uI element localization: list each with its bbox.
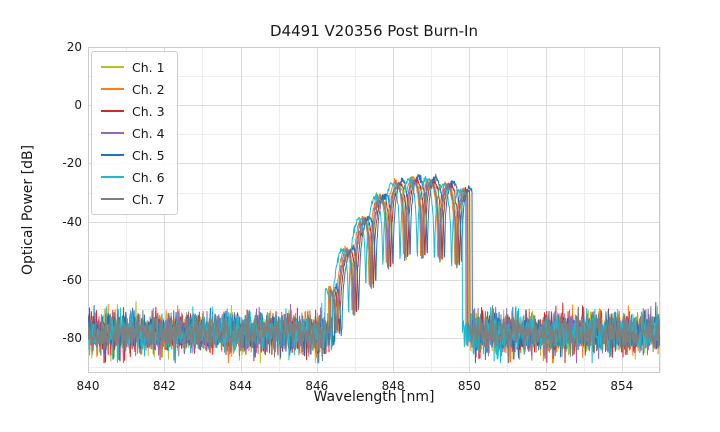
x-tick-label: 842: [152, 379, 176, 393]
legend-item-label: Ch. 6: [132, 169, 165, 185]
legend: Ch. 1 Ch. 2 Ch. 3 Ch. 4 Ch. 5 Ch. 6 Ch. 7: [91, 51, 178, 215]
legend-line-swatch: [101, 154, 124, 156]
legend-line-swatch: [101, 110, 124, 112]
x-tick-label: 846: [305, 379, 329, 393]
x-tick-label: 854: [610, 379, 634, 393]
legend-item-label: Ch. 2: [132, 81, 165, 97]
legend-line-swatch: [101, 88, 124, 90]
legend-item: Ch. 2: [101, 80, 165, 98]
legend-line-swatch: [101, 198, 124, 200]
legend-item-label: Ch. 1: [132, 59, 165, 75]
y-tick-label: 0: [74, 98, 82, 113]
legend-line-swatch: [101, 66, 124, 68]
y-axis-label: Optical Power [dB]: [20, 144, 36, 276]
legend-item: Ch. 1: [101, 58, 165, 76]
legend-item-label: Ch. 7: [132, 191, 165, 207]
x-tick-label: 852: [534, 379, 558, 393]
legend-item-label: Ch. 5: [132, 147, 165, 163]
legend-line-swatch: [101, 176, 124, 178]
legend-item: Ch. 3: [101, 102, 165, 120]
y-tick-label: -20: [62, 156, 82, 171]
x-tick-label: 840: [76, 379, 100, 393]
legend-item-label: Ch. 3: [132, 103, 165, 119]
y-tick-label: -80: [62, 331, 82, 346]
y-tick-label: -60: [62, 272, 82, 287]
legend-item-label: Ch. 4: [132, 125, 165, 141]
legend-item: Ch. 5: [101, 146, 165, 164]
chart-title: D4491 V20356 Post Burn-In: [270, 22, 478, 40]
x-tick-label: 850: [457, 379, 481, 393]
y-tick-label: -40: [62, 214, 82, 229]
x-tick-label: 844: [229, 379, 252, 393]
legend-item: Ch. 6: [101, 168, 165, 186]
x-tick-label: 848: [381, 379, 405, 393]
y-tick-label: 20: [66, 40, 82, 54]
legend-item: Ch. 7: [101, 190, 165, 208]
legend-item: Ch. 4: [101, 124, 165, 142]
legend-line-swatch: [101, 132, 124, 134]
x-axis-label: Wavelength [nm]: [313, 389, 435, 405]
